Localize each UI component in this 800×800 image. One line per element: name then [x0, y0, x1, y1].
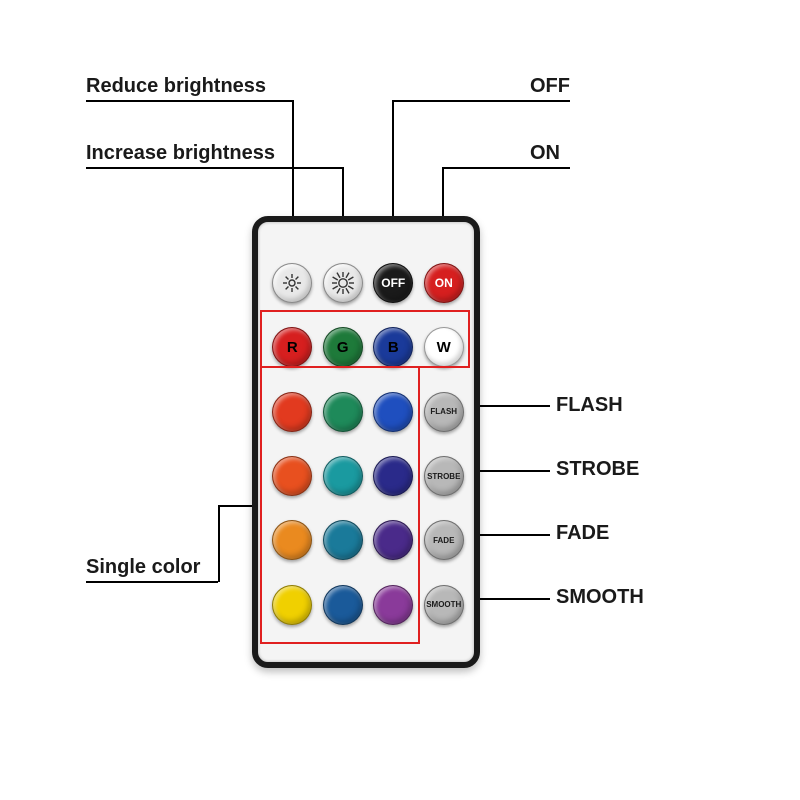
c-g5-button[interactable] — [323, 585, 363, 625]
c-r2-button[interactable] — [272, 392, 312, 432]
color-w-button[interactable]: W — [424, 327, 464, 367]
c-g4-button[interactable] — [323, 520, 363, 560]
off-button[interactable]: OFF — [373, 263, 413, 303]
lead — [86, 100, 293, 102]
button-grid: OFF ON RGBW FLASH STROBE FADE SMOOTH — [272, 258, 464, 630]
flash-button[interactable]: FLASH — [424, 392, 464, 432]
lead — [86, 167, 343, 169]
label-fade: FADE — [556, 522, 609, 545]
color-r-button[interactable]: R — [272, 327, 312, 367]
c-b3-button[interactable] — [373, 456, 413, 496]
label-reduce-brightness: Reduce brightness — [86, 75, 266, 98]
on-button[interactable]: ON — [424, 263, 464, 303]
smooth-button[interactable]: SMOOTH — [424, 585, 464, 625]
color-g-button[interactable]: G — [323, 327, 363, 367]
c-g2-button[interactable] — [323, 392, 363, 432]
label-single-color: Single color — [86, 556, 200, 579]
lead — [218, 505, 220, 582]
lead — [86, 581, 218, 583]
lead — [442, 167, 570, 169]
c-r3-button[interactable] — [272, 456, 312, 496]
label-smooth: SMOOTH — [556, 586, 644, 609]
c-r4-button[interactable] — [272, 520, 312, 560]
label-off: OFF — [530, 75, 570, 98]
c-b2-button[interactable] — [373, 392, 413, 432]
c-b5-button[interactable] — [373, 585, 413, 625]
brightness-down-button[interactable] — [272, 263, 312, 303]
label-flash: FLASH — [556, 394, 623, 417]
c-r5-button[interactable] — [272, 585, 312, 625]
remote-body: OFF ON RGBW FLASH STROBE FADE SMOOTH — [252, 216, 480, 668]
c-b4-button[interactable] — [373, 520, 413, 560]
fade-button[interactable]: FADE — [424, 520, 464, 560]
brightness-up-button[interactable] — [323, 263, 363, 303]
color-b-button[interactable]: B — [373, 327, 413, 367]
c-g3-button[interactable] — [323, 456, 363, 496]
strobe-button[interactable]: STROBE — [424, 456, 464, 496]
label-increase-brightness: Increase brightness — [86, 142, 275, 165]
label-on: ON — [530, 142, 560, 165]
lead — [392, 100, 570, 102]
label-strobe: STROBE — [556, 458, 639, 481]
